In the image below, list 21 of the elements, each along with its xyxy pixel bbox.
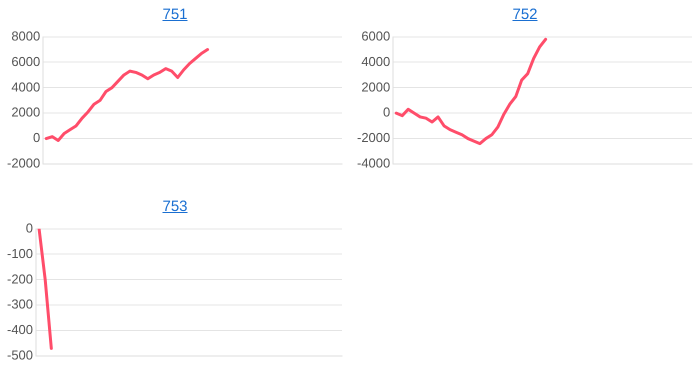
chart-title: 752	[512, 6, 538, 23]
y-tick-label: 6000	[11, 54, 40, 69]
y-tick-label: -300	[6, 296, 34, 312]
y-tick-label: 0	[26, 220, 34, 236]
y-tick-label: -500	[6, 348, 34, 363]
y-tick-label: -400	[6, 322, 34, 338]
y-tick-label: -2000	[357, 130, 390, 146]
y-tick-label: -4000	[357, 156, 390, 171]
y-tick-label: 8000	[11, 28, 40, 44]
y-tick-label: 2000	[11, 104, 40, 120]
y-tick-label: 0	[33, 130, 40, 146]
chart-title: 751	[162, 6, 188, 23]
y-tick-label: 6000	[361, 28, 390, 44]
y-tick-label: 0	[383, 104, 390, 120]
y-tick-label: 4000	[361, 54, 390, 69]
y-tick-label: 4000	[11, 79, 40, 94]
y-tick-label: -2000	[7, 156, 40, 171]
y-tick-label: -200	[6, 271, 34, 286]
chart-title: 753	[162, 198, 188, 215]
y-tick-label: -100	[6, 246, 34, 261]
y-tick-label: 2000	[361, 79, 390, 94]
